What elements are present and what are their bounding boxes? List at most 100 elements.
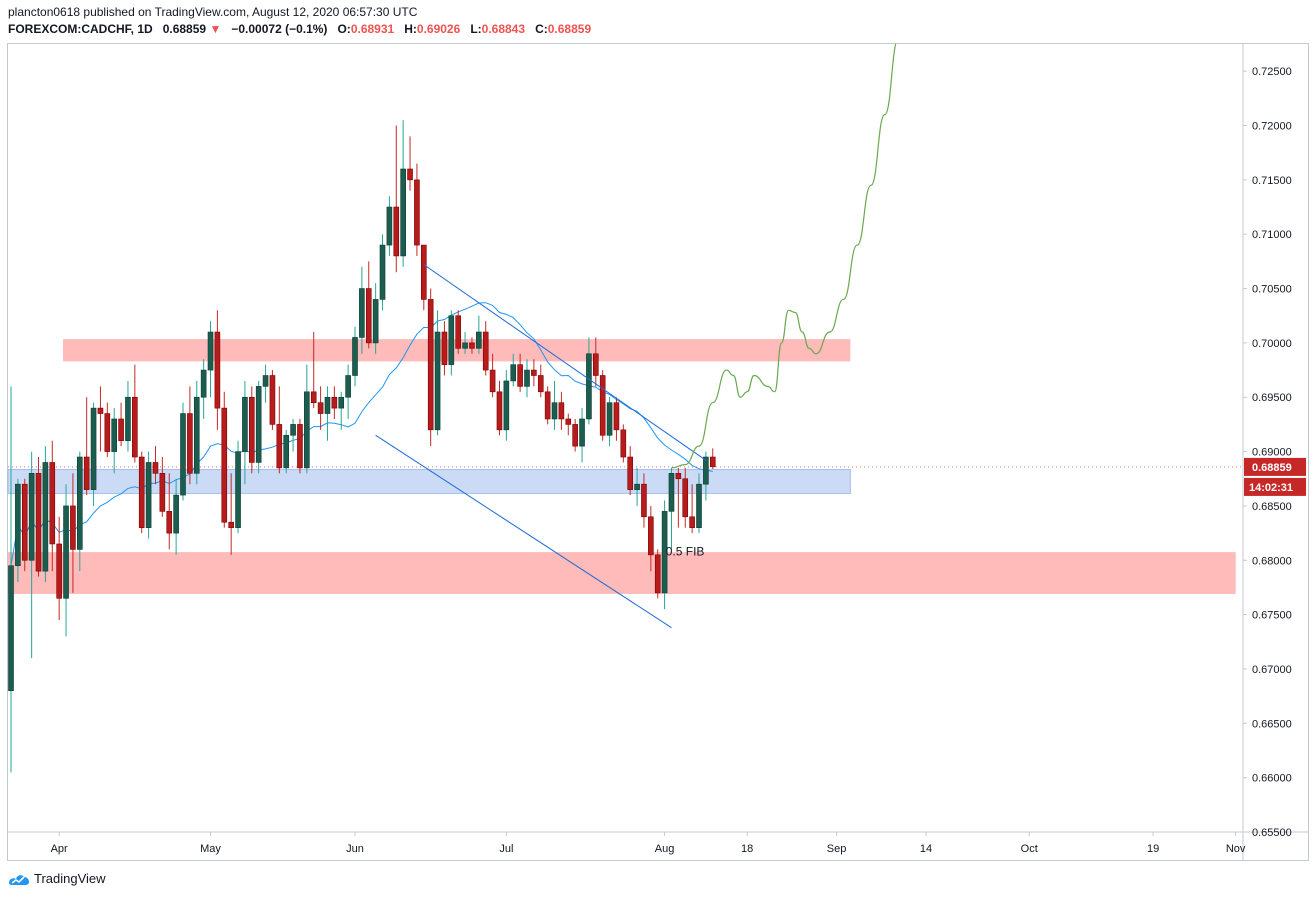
projection-path [671,44,897,469]
footer-brand-label: TradingView [34,871,106,886]
candle-body [118,418,124,442]
publisher-line: plancton0618 published on TradingView.co… [8,5,418,19]
candle-body [21,483,28,561]
support-zone-1 [7,469,851,494]
candle-body [214,331,221,409]
candle-body [627,456,634,490]
y-tick-label: 0.65500 [1252,827,1292,839]
candle-body [132,396,138,458]
x-tick-label: Nov [1226,843,1246,855]
candle-body [586,353,592,420]
low-label: L: [470,22,482,36]
x-tick-label: Oct [1021,843,1038,855]
candle-body [572,424,578,447]
candle-body [290,424,296,436]
symbol-label: FOREXCOM:CADCHF, 1D [8,22,153,36]
candle-body [434,331,441,431]
support-zone-2 [8,552,1236,594]
high-label: H: [404,22,417,36]
candle-body [551,402,558,420]
candle-body [648,516,654,556]
candle-body [462,342,468,349]
candle-body [503,380,510,431]
candle-body [138,456,145,528]
x-tick-label: 14 [920,843,932,855]
candle-body [489,369,496,393]
candle-body [269,375,276,425]
candle-body [207,331,214,371]
candle-body [297,424,303,469]
candle-body [15,483,21,567]
candle-body [696,483,702,528]
candle-body [675,473,682,480]
candle-body [193,396,200,474]
y-tick-label: 0.71000 [1252,229,1292,241]
candle-body [365,288,372,344]
y-tick-label: 0.67500 [1252,610,1292,622]
candle-body [145,462,152,528]
y-tick-label: 0.72000 [1252,121,1292,133]
chart-frame[interactable] [7,43,1309,861]
annotation-label: 0.5 FIB [666,545,705,559]
candle-body [187,413,193,474]
candle-body [28,473,35,561]
candle-body [228,521,234,528]
candle-body [338,396,345,409]
candle-body [249,396,255,463]
open-label: O: [337,22,351,36]
candle-body [221,407,228,523]
candle-body [42,462,49,572]
candle-body [70,505,76,550]
candle-body [35,473,42,572]
x-tick-label: Jun [346,843,364,855]
countdown-tag [1244,477,1306,496]
candle-body [709,456,716,468]
y-tick-label: 0.71500 [1252,175,1292,187]
candle-body [620,429,627,458]
candle-body [262,375,269,387]
candle-body [125,396,131,442]
candle-body [654,554,661,594]
last-price: 0.68859 [162,22,207,36]
channel-line-lower [375,434,672,629]
candle-body [372,299,379,344]
candle-body [641,483,647,518]
candle-body [455,315,462,349]
close-value: 0.68859 [547,22,592,36]
x-tick-label: Jul [499,843,513,855]
footer-brand[interactable]: TradingView [8,871,106,886]
candle-body [531,369,537,376]
candle-body [407,168,413,181]
candle-body [159,473,166,512]
candle-body [420,244,427,300]
candle-body [661,511,668,594]
candle-body [558,402,565,420]
candle-body [324,396,331,414]
moving-average-line [10,302,713,566]
candle-body [276,424,283,469]
candle-body [63,505,69,599]
candle-body [173,494,179,534]
countdown-label: 14:02:31 [1249,482,1293,494]
open-value: 0.68931 [350,22,395,36]
candle-body [77,456,83,550]
candle-body [689,516,695,528]
candle-body [634,483,640,490]
y-tick-label: 0.66500 [1252,718,1292,730]
candle-body [352,337,358,376]
candle-body [317,402,324,414]
last-price-tag-label: 0.68859 [1252,462,1292,474]
candle-body [90,407,97,490]
y-tick-label: 0.72500 [1252,66,1292,78]
y-tick-label: 0.68500 [1252,501,1292,513]
candle-body [682,478,689,518]
candle-body [283,434,290,469]
candle-body [579,418,585,447]
candle-body [482,331,489,371]
y-tick-label: 0.70000 [1252,338,1292,350]
candle-body [56,543,62,599]
candle-body [255,386,262,463]
candle-body [49,462,56,545]
candle-body [517,364,523,387]
